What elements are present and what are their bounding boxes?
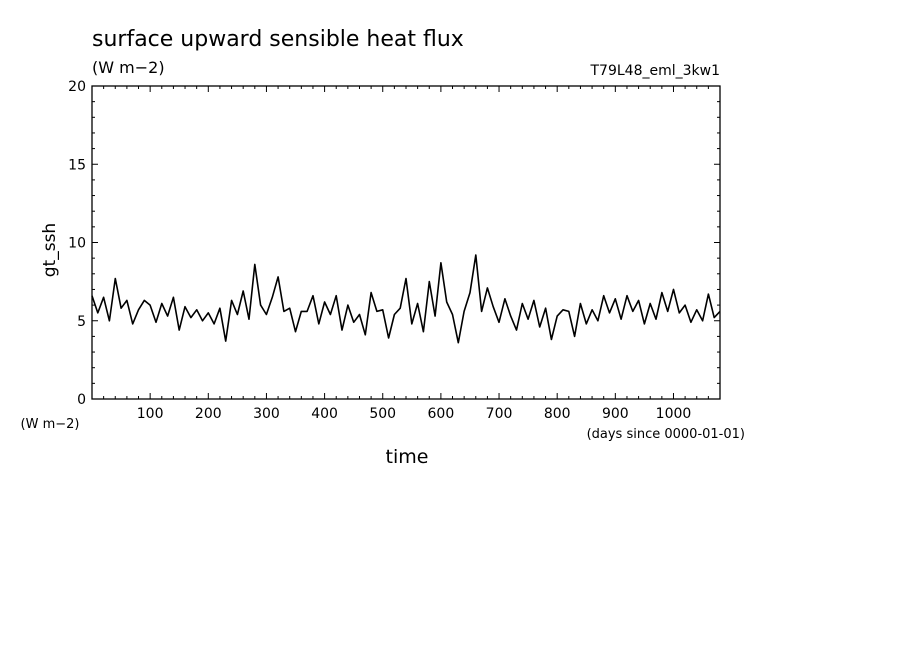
x-tick-label: 1000: [656, 406, 692, 422]
chart-subtitle: (W m−2): [92, 58, 165, 77]
x-tick-label: 700: [486, 406, 513, 422]
x-tick-label: 400: [311, 406, 338, 422]
x-axis-label: time: [386, 446, 429, 468]
y-axis-unit: (W m−2): [21, 417, 80, 432]
x-tick-label: 300: [253, 406, 280, 422]
y-tick-label: 20: [68, 79, 86, 95]
run-label: T79L48_eml_3kw1: [590, 63, 721, 79]
x-tick-label: 800: [544, 406, 571, 422]
x-tick-label: 600: [428, 406, 455, 422]
plot-area: 100 200 300 400 500 600 700 800 900 1000 0 5 10 15 20: [68, 79, 721, 422]
plot-frame: [91, 85, 721, 400]
x-tick-label: 900: [602, 406, 629, 422]
series-line: [91, 254, 721, 344]
x-axis-unit: (days since 0000-01-01): [587, 427, 745, 442]
x-tick-label: 500: [369, 406, 396, 422]
x-tick-label: 100: [137, 406, 164, 422]
y-tick-label: 15: [68, 157, 86, 173]
y-tick-label: 0: [77, 392, 86, 408]
y-tick-label: 10: [68, 236, 86, 252]
y-tick-label: 5: [77, 314, 86, 330]
chart-title: surface upward sensible heat flux: [92, 27, 464, 52]
x-tick-label: 200: [195, 406, 222, 422]
y-axis-label: gt_ssh: [40, 223, 60, 277]
